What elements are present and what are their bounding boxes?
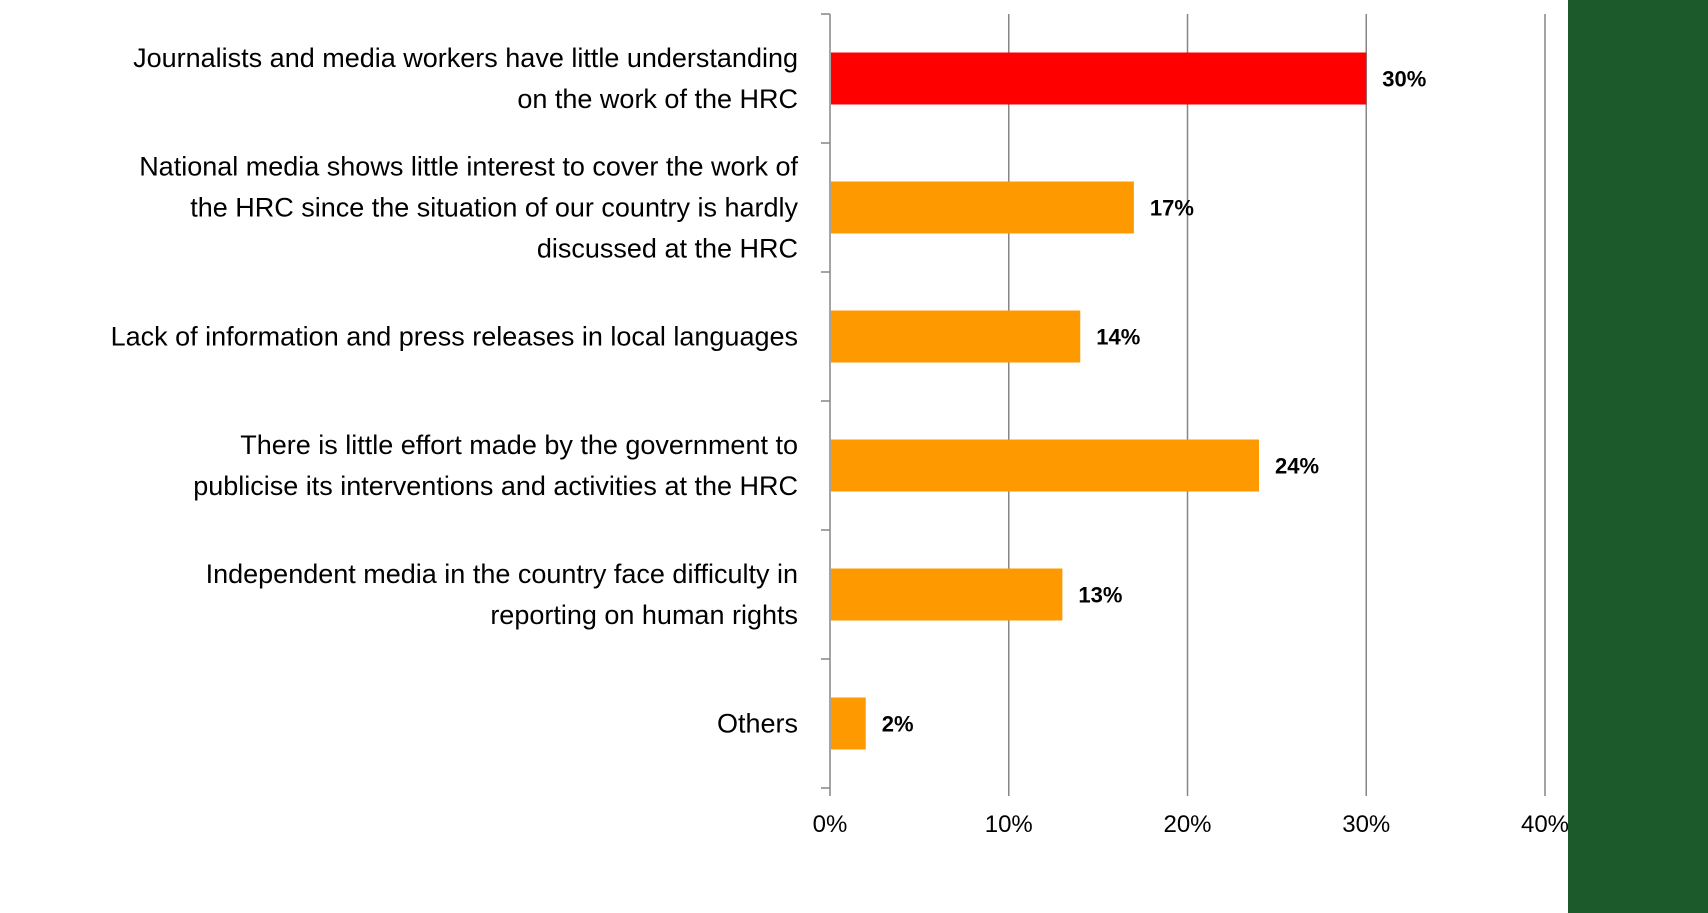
category-label-line: There is little effort made by the gover… [240,430,798,460]
category-label-line: Independent media in the country face di… [206,559,798,589]
bars [831,52,1367,750]
bar [831,310,1081,363]
axes [821,13,1546,796]
category-label: Lack of information and press releases i… [111,322,798,352]
category-label-line: Journalists and media workers have littl… [133,43,798,73]
bar [831,568,1063,621]
x-tick-label: 20% [1163,811,1211,838]
labels: Journalists and media workers have littl… [111,43,1568,838]
category-label: National media shows little interest to … [139,152,798,264]
data-label: 14% [1096,325,1140,350]
category-label-line: publicise its interventions and activiti… [193,471,798,501]
bar [831,439,1259,492]
gridlines [1008,14,1546,788]
bar-chart: Journalists and media workers have littl… [111,13,1568,838]
data-label: 13% [1078,583,1122,608]
data-label: 2% [882,712,914,737]
bar [831,697,866,750]
category-label-line: on the work of the HRC [517,84,798,114]
x-tick-label: 10% [985,811,1033,838]
data-label: 17% [1150,196,1194,221]
side-panel [1568,0,1708,913]
category-label: Independent media in the country face di… [206,559,798,630]
category-label-line: Lack of information and press releases i… [111,322,798,352]
category-label-line: reporting on human rights [490,600,798,630]
category-label: Others [717,709,798,739]
bar [831,181,1134,234]
category-label-line: the HRC since the situation of our count… [190,193,798,223]
category-label-line: discussed at the HRC [537,234,798,264]
category-label-line: Others [717,709,798,739]
x-tick-label: 30% [1342,811,1390,838]
category-label: There is little effort made by the gover… [193,430,798,501]
bar [831,52,1367,105]
category-label-line: National media shows little interest to … [139,152,798,182]
data-label: 30% [1382,67,1426,92]
x-tick-label: 0% [813,811,848,838]
x-tick-label: 40% [1521,811,1568,838]
data-label: 24% [1275,454,1319,479]
category-label: Journalists and media workers have littl… [133,43,798,114]
